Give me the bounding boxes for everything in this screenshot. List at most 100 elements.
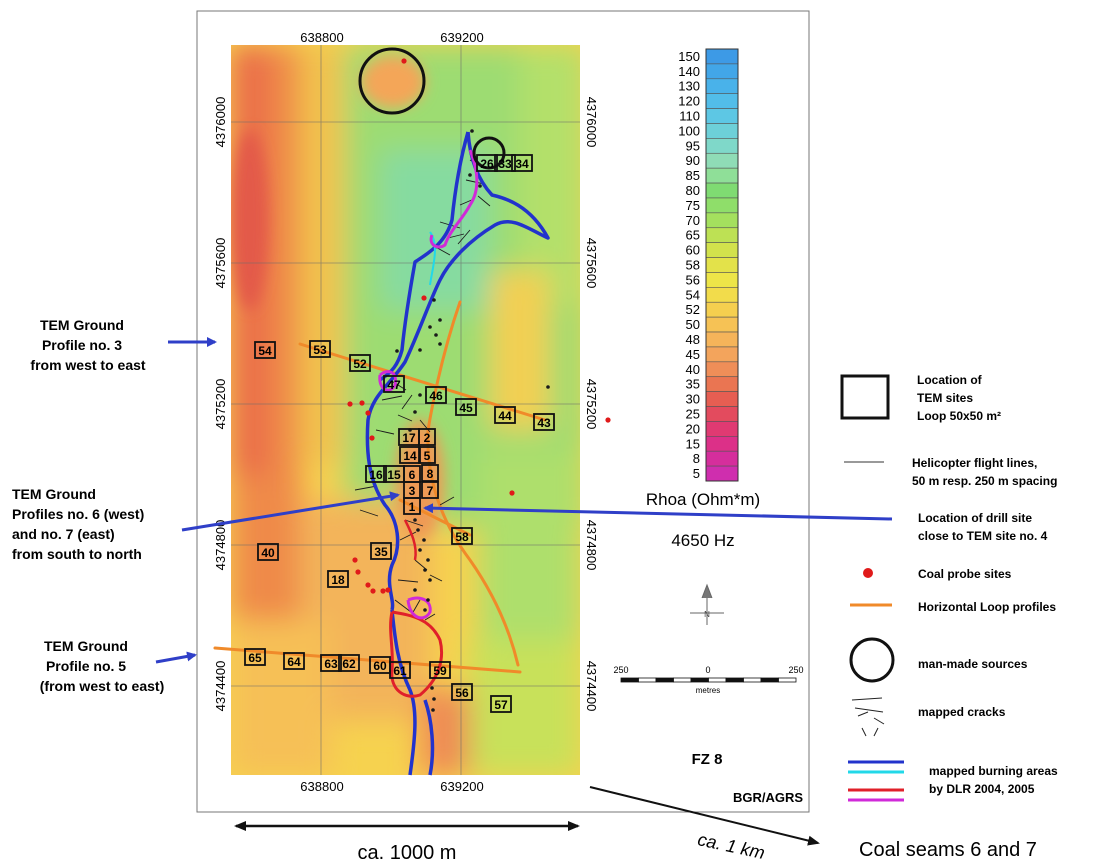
colorbar-cell [705,138,739,154]
man-made-sources [358,47,506,170]
tem-site-box [421,464,439,482]
colorbar-tick-label: 56 [686,272,700,287]
credit-label: BGR/AGRS [733,790,803,805]
colorbar-tick-label: 70 [686,213,700,228]
scale-bar-segment [725,677,744,683]
tem-site-label: 45 [459,401,473,415]
colorbar-tick-label: 15 [686,436,700,451]
y-tick-left-2: 4375600 [213,238,228,289]
tem-site-label: 44 [498,409,512,423]
y-tick-right-3: 4375200 [584,379,599,430]
y-tick-left-1: 4376000 [213,97,228,148]
colorbar-cell [705,272,739,288]
coal-probe-dot [509,490,515,496]
colorbar-cell [705,182,739,199]
colorbar-tick-label: 54 [686,287,700,302]
tem-site-label: 33 [498,157,512,171]
legend-man-made: man-made sources [918,657,1028,671]
tem-site-label: 18 [331,573,345,587]
width-label: ca. 1000 m [358,842,457,864]
tem-site-box [494,154,516,172]
colorbar-tick-label: 25 [686,406,700,421]
survey-dot [430,686,434,690]
scale-tick-left: 250 [613,665,628,675]
tem-site-box [451,683,473,701]
coal-probe-dot [352,557,358,563]
colorbar-tick-label: 48 [686,332,700,347]
tem-site-box [383,375,405,393]
tem-site-box [389,661,411,679]
tem-site-box [418,428,436,446]
tem-site-label: 62 [342,657,356,671]
burning-areas-symbol-icon [848,760,904,802]
y-tick-right-4: 4374800 [584,520,599,571]
survey-dot [422,538,426,542]
tem-site-label: 56 [455,686,469,700]
colorbar-tick-label: 85 [686,168,700,183]
legend-burning-line1: mapped burning areas [929,764,1058,778]
tem-site-box [429,661,451,679]
profile67-arrow [181,491,400,532]
tem-site-box [494,406,516,424]
colorbar-tick-label: 130 [678,79,700,94]
scale-bar-segment [638,677,657,683]
tem-site-label: 7 [427,484,434,498]
y-tick-right-5: 4374400 [584,661,599,712]
coal-probe-dot [401,58,407,64]
colorbar-cell [705,376,739,392]
frequency-label: 4650 Hz [671,531,734,550]
tem-site-box [309,340,331,358]
survey-dot [423,608,427,612]
tem-site-label: 15 [387,468,401,482]
tem-site-label: 8 [427,467,434,481]
tem-site-label: 35 [374,545,388,559]
coal-probe-dot [605,417,611,423]
colorbar-cell [705,421,739,437]
colorbar-cell [705,212,739,229]
legend-flight-line1: Helicopter flight lines, [912,456,1037,470]
y-tick-left-4: 4374800 [213,520,228,571]
tem-site-box [349,354,371,372]
coal-probe-dot [385,587,391,593]
survey-dot [413,518,417,522]
x-tick-bottom-2: 639200 [440,779,483,794]
burning-areas [365,131,550,776]
colorbar-tick-label: 100 [678,123,700,138]
survey-dot [426,558,430,562]
scale-bar-segment [708,677,727,683]
scale-tick-right: 250 [788,665,803,675]
x-tick-top-2: 639200 [440,30,483,45]
coal-probe-dot [365,410,371,416]
tem-site-label: 59 [433,664,447,678]
legend-cracks: mapped cracks [918,705,1006,719]
tem-site-box [403,497,421,515]
tem-site-label: 52 [353,357,367,371]
survey-dot [468,173,472,177]
colorbar-tick-label: 52 [686,302,700,317]
colorbar-cell [705,123,739,139]
tem-site-label: 53 [313,343,327,357]
colorbar-cell [705,406,739,422]
tem-site-symbol-icon [840,374,890,420]
area-label: FZ 8 [692,751,723,768]
tem-site-label: 14 [403,449,417,463]
tem-site-box [365,465,387,483]
coal-probe-dot [370,588,376,594]
colorbar-cell [705,287,739,303]
tem-site-box [244,648,266,666]
tem-site-box [418,446,436,464]
tem-site-box [455,398,477,416]
tem-site-box [533,413,555,431]
tem-site-label: 58 [455,530,469,544]
scale-unit: metres [696,686,720,695]
colorbar-tick-label: 45 [686,347,700,362]
tem-site-box [254,341,276,359]
man-made-symbol-icon [849,637,895,683]
survey-dot [438,342,442,346]
survey-dot [432,298,436,302]
legend-burning-line2: by DLR 2004, 2005 [929,782,1035,796]
tem-site-box [257,543,279,561]
coal-probe-dot [355,569,361,575]
colorbar-tick-label: 60 [686,243,700,258]
colorbar-cell [705,242,739,258]
